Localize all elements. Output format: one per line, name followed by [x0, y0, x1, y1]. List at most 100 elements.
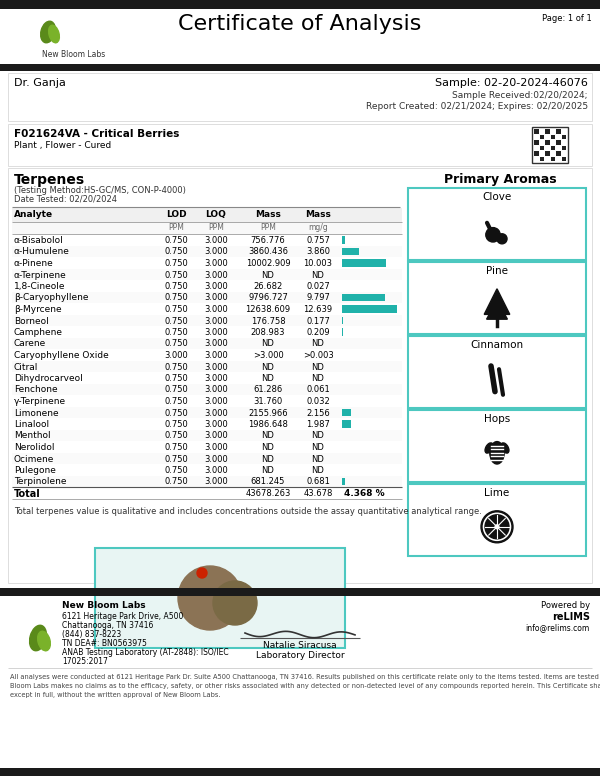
Text: Dihydrocarveol: Dihydrocarveol	[14, 374, 83, 383]
Circle shape	[495, 525, 499, 528]
Text: 0.209: 0.209	[306, 328, 330, 337]
Bar	[342, 328, 343, 335]
Text: 0.750: 0.750	[164, 282, 188, 291]
Bar	[12, 245, 402, 257]
Text: Plant , Flower - Cured: Plant , Flower - Cured	[14, 141, 111, 150]
Text: 0.750: 0.750	[164, 466, 188, 475]
Text: 0.750: 0.750	[164, 374, 188, 383]
Bar	[342, 317, 343, 324]
Ellipse shape	[501, 443, 509, 453]
Text: ND: ND	[311, 271, 325, 279]
Bar	[551, 157, 555, 161]
Bar	[0, 64, 600, 71]
Bar	[12, 452, 402, 464]
Text: 3.000: 3.000	[204, 271, 228, 279]
Text: 3.000: 3.000	[204, 293, 228, 303]
Bar	[342, 293, 385, 301]
Text: 0.750: 0.750	[164, 340, 188, 348]
Text: 3.000: 3.000	[204, 340, 228, 348]
Text: Lime: Lime	[484, 488, 509, 498]
Text: 3.000: 3.000	[204, 397, 228, 406]
Text: 0.177: 0.177	[306, 317, 330, 325]
Bar	[562, 157, 566, 161]
Text: reLIMS: reLIMS	[552, 612, 590, 622]
Text: 3.860: 3.860	[306, 248, 330, 257]
Bar	[12, 383, 402, 395]
Text: β-Myrcene: β-Myrcene	[14, 305, 62, 314]
Bar	[0, 0, 600, 9]
Text: 0.750: 0.750	[164, 408, 188, 417]
Text: 3.000: 3.000	[204, 351, 228, 360]
Ellipse shape	[485, 443, 493, 453]
Text: Pine: Pine	[486, 266, 508, 276]
Text: New Bloom Labs: New Bloom Labs	[42, 50, 105, 59]
Text: 12638.609: 12638.609	[245, 305, 290, 314]
Text: Primary Aromas: Primary Aromas	[443, 173, 556, 186]
Text: Page: 1 of 1: Page: 1 of 1	[542, 14, 592, 23]
Text: Menthol: Menthol	[14, 431, 50, 441]
Text: 3.000: 3.000	[204, 282, 228, 291]
Text: ND: ND	[311, 455, 325, 463]
Text: 3.000: 3.000	[204, 259, 228, 268]
Text: >0.003: >0.003	[302, 351, 334, 360]
Text: 10.003: 10.003	[304, 259, 332, 268]
Text: 3.000: 3.000	[204, 328, 228, 337]
Text: Total: Total	[14, 489, 41, 499]
Text: α-Humulene: α-Humulene	[14, 248, 70, 257]
Text: info@relims.com: info@relims.com	[526, 623, 590, 632]
Text: ND: ND	[311, 362, 325, 372]
Bar	[342, 236, 345, 244]
Bar	[12, 429, 402, 441]
Text: 4.368 %: 4.368 %	[344, 489, 385, 498]
Text: 0.032: 0.032	[306, 397, 330, 406]
Polygon shape	[487, 300, 508, 319]
Circle shape	[485, 514, 509, 539]
Bar	[342, 420, 350, 428]
Text: 3.000: 3.000	[204, 420, 228, 429]
Text: 0.750: 0.750	[164, 443, 188, 452]
Text: Terpinolene: Terpinolene	[14, 477, 67, 487]
Bar	[8, 73, 592, 121]
Text: 1,8-Cineole: 1,8-Cineole	[14, 282, 65, 291]
Text: LOQ: LOQ	[206, 210, 226, 219]
Text: Citral: Citral	[14, 362, 38, 372]
Text: 681.245: 681.245	[251, 477, 285, 487]
Text: Laboratory Director: Laboratory Director	[256, 651, 344, 660]
Text: 0.061: 0.061	[306, 386, 330, 394]
Text: 2155.966: 2155.966	[248, 408, 288, 417]
Text: Sample: 02-20-2024-46076: Sample: 02-20-2024-46076	[435, 78, 588, 88]
Text: ND: ND	[262, 271, 274, 279]
Text: ND: ND	[262, 431, 274, 441]
Bar	[545, 129, 550, 133]
Circle shape	[484, 513, 511, 540]
Text: ND: ND	[311, 340, 325, 348]
Text: 61.286: 61.286	[253, 386, 283, 394]
Bar	[539, 134, 544, 139]
Text: Mass: Mass	[305, 210, 331, 219]
Text: Cinnamon: Cinnamon	[470, 340, 524, 350]
Text: 756.776: 756.776	[251, 236, 286, 245]
Text: 0.750: 0.750	[164, 317, 188, 325]
Text: 0.750: 0.750	[164, 386, 188, 394]
Text: except in full, without the written approval of New Bloom Labs.: except in full, without the written appr…	[10, 692, 221, 698]
Text: 0.750: 0.750	[164, 305, 188, 314]
Bar	[0, 768, 600, 776]
Text: Bloom Labs makes no claims as to the efficacy, safety, or other risks associated: Bloom Labs makes no claims as to the eff…	[10, 683, 600, 689]
Text: 0.750: 0.750	[164, 420, 188, 429]
Bar	[539, 146, 544, 150]
Bar	[556, 140, 560, 144]
Circle shape	[213, 581, 257, 625]
Bar	[408, 188, 586, 260]
Text: 6121 Heritage Park Drive, A500: 6121 Heritage Park Drive, A500	[62, 612, 184, 621]
Text: Analyte: Analyte	[14, 210, 53, 219]
Text: 0.750: 0.750	[164, 271, 188, 279]
Bar	[551, 134, 555, 139]
Polygon shape	[484, 289, 510, 314]
Text: ND: ND	[311, 374, 325, 383]
Circle shape	[481, 511, 513, 542]
Text: 0.750: 0.750	[164, 477, 188, 487]
Text: ANAB Testing Laboratory (AT-2848): ISO/IEC: ANAB Testing Laboratory (AT-2848): ISO/I…	[62, 648, 229, 657]
Text: Terpenes: Terpenes	[14, 173, 85, 187]
Bar	[12, 222, 402, 234]
Bar	[534, 151, 539, 155]
